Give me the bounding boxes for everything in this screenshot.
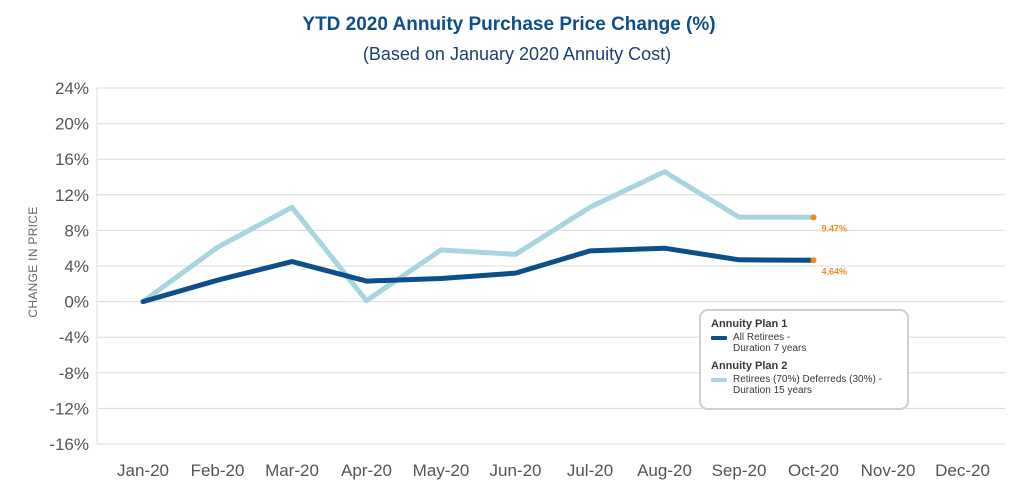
- end-marker-plan-2: [810, 214, 817, 221]
- chart-subtitle: (Based on January 2020 Annuity Cost): [363, 44, 671, 64]
- x-tick-label: Sep-20: [712, 461, 767, 480]
- legend-entry-plan-1: All Retirees - Duration 7 years: [711, 332, 897, 354]
- y-tick-label: -16%: [49, 435, 89, 454]
- x-tick-label: Dec-20: [935, 461, 990, 480]
- series-lines: [140, 169, 816, 305]
- y-axis-label: CHANGE IN PRICE: [26, 206, 40, 317]
- y-tick-label: 0%: [64, 293, 89, 312]
- legend-swatch-plan-2: [711, 378, 727, 382]
- y-tick-label: 20%: [55, 115, 89, 134]
- y-tick-label: 16%: [55, 150, 89, 169]
- y-tick-label: 24%: [55, 79, 89, 98]
- x-tick-label: Oct-20: [788, 461, 839, 480]
- x-tick-label: Jun-20: [490, 461, 542, 480]
- data-labels: 4.64% 9.47%: [810, 214, 848, 276]
- legend-group-1-title: Annuity Plan 1: [711, 318, 788, 330]
- chart-title: YTD 2020 Annuity Purchase Price Change (…: [302, 14, 715, 35]
- y-tick-label: -4%: [59, 328, 89, 347]
- axes: 24% 20% 16% 12% 8% 4% 0% -4% -8% -12% -16% Jan-20 Fe…: [49, 79, 990, 480]
- legend-swatch-plan-1: [711, 336, 727, 340]
- y-tick-label: 12%: [55, 186, 89, 205]
- x-tick-label: Jan-20: [117, 461, 169, 480]
- y-tick-label: 4%: [64, 257, 89, 276]
- legend-group-2-title: Annuity Plan 2: [711, 360, 788, 372]
- series-line-plan-1: [140, 245, 816, 305]
- x-tick-label: Feb-20: [191, 461, 245, 480]
- end-marker-plan-1: [810, 257, 817, 264]
- x-tick-label: Apr-20: [341, 461, 392, 480]
- x-tick-label: Aug-20: [637, 461, 692, 480]
- y-tick-label: 8%: [64, 221, 89, 240]
- legend-label-plan-1: All Retirees - Duration 7 years: [733, 332, 807, 354]
- y-tick-label: -12%: [49, 399, 89, 418]
- end-value-label-plan-2: 9.47%: [822, 223, 848, 233]
- series-line-plan-2: [140, 169, 816, 305]
- legend: Annuity Plan 1 All Retirees - Duration 7…: [699, 309, 909, 410]
- y-tick-label: -8%: [59, 364, 89, 383]
- end-value-label-plan-1: 4.64%: [822, 266, 848, 276]
- x-tick-label: May-20: [413, 461, 470, 480]
- x-tick-label: Nov-20: [861, 461, 916, 480]
- legend-label-plan-2: Retirees (70%) Deferreds (30%) - Duratio…: [733, 374, 882, 396]
- x-tick-label: Mar-20: [265, 461, 319, 480]
- legend-entry-plan-2: Retirees (70%) Deferreds (30%) - Duratio…: [711, 374, 897, 396]
- x-tick-label: Jul-20: [567, 461, 613, 480]
